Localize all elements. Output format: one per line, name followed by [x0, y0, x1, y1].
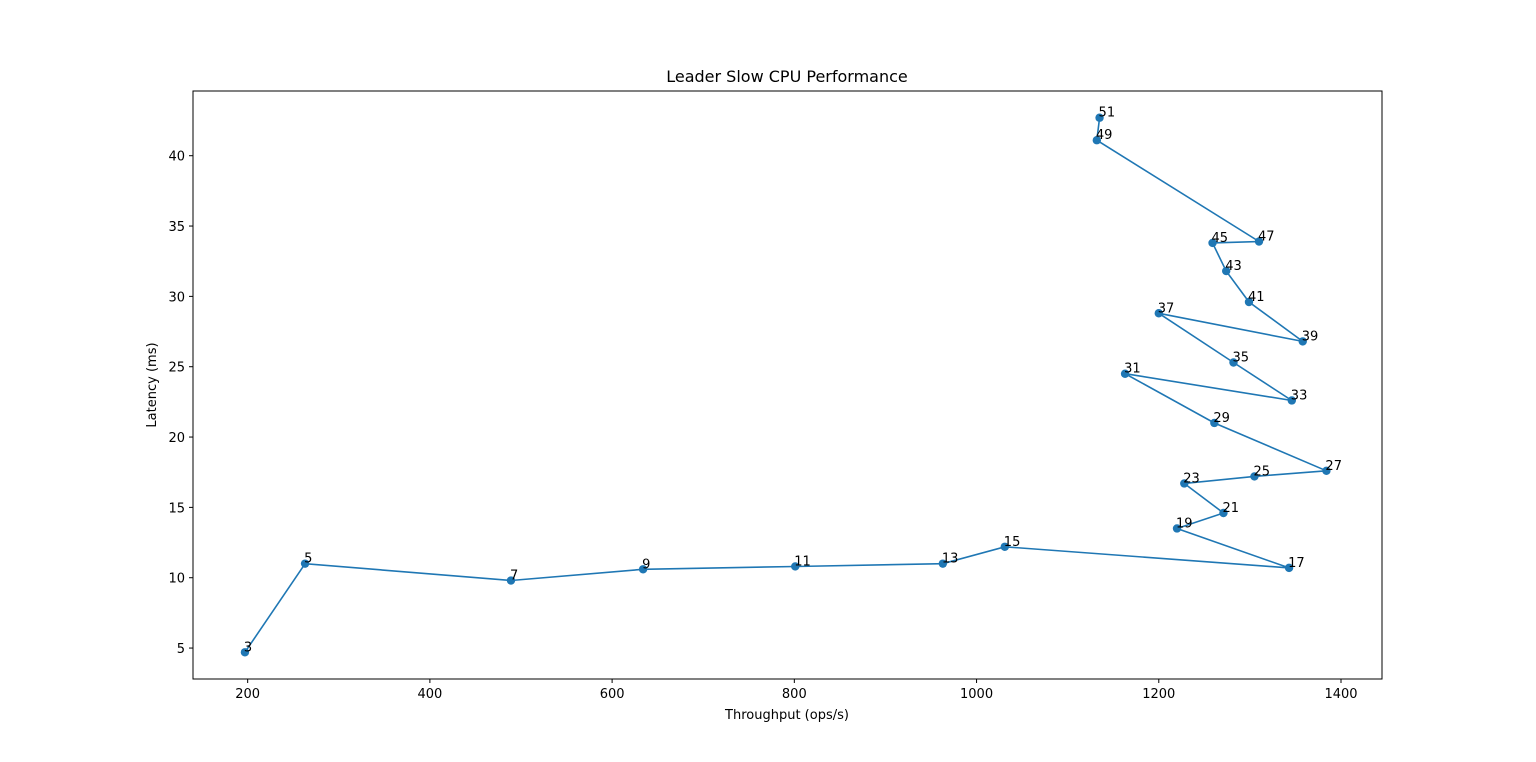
- plot-frame: [192, 90, 1383, 680]
- series-latency: [240, 113, 1331, 657]
- x-tick-label: 1200: [1142, 687, 1175, 702]
- data-point: [1244, 297, 1254, 307]
- data-point-label: 7: [510, 569, 518, 584]
- data-point-label: 27: [1325, 459, 1342, 474]
- data-point: [1219, 508, 1228, 518]
- data-point-label: 37: [1158, 301, 1175, 316]
- x-tick-label: 1000: [960, 687, 993, 702]
- x-tick-label: 200: [235, 687, 260, 702]
- data-point: [1180, 479, 1189, 488]
- data-point: [1095, 113, 1104, 122]
- data-point: [1172, 524, 1182, 533]
- data-point-label: 17: [1288, 556, 1305, 571]
- data-point: [1208, 238, 1217, 248]
- data-point-label: 19: [1176, 516, 1193, 531]
- data-point-label: 31: [1124, 362, 1141, 377]
- x-tick-label: 400: [417, 687, 442, 702]
- data-point-label: 11: [794, 554, 811, 569]
- data-point: [1000, 542, 1009, 551]
- data-point-label: 13: [942, 552, 959, 567]
- data-point-label: 45: [1212, 231, 1229, 246]
- data-point: [1120, 369, 1130, 378]
- data-point-label: 51: [1099, 106, 1116, 121]
- y-tick-label: 30: [168, 290, 185, 305]
- data-point: [1250, 472, 1259, 481]
- data-point: [240, 648, 250, 657]
- data-point-label: 43: [1225, 259, 1242, 274]
- chart-title: Leader Slow CPU Performance: [666, 67, 908, 86]
- data-point: [1154, 309, 1163, 318]
- data-point: [1298, 337, 1307, 346]
- data-point: [1287, 396, 1297, 405]
- x-tick-label: 600: [600, 687, 625, 702]
- data-point: [300, 559, 310, 568]
- data-point-label: 3: [244, 640, 252, 655]
- data-point: [1092, 136, 1102, 145]
- data-point-label: 15: [1004, 535, 1021, 550]
- data-point-label: 41: [1248, 290, 1265, 305]
- y-tick-label: 40: [168, 150, 185, 165]
- data-point: [791, 562, 800, 571]
- data-point-label: 9: [642, 557, 650, 572]
- data-point-label: 39: [1302, 329, 1319, 344]
- data-point: [1222, 266, 1231, 276]
- y-tick-label: 10: [168, 572, 185, 587]
- x-axis-ticks: 200 400 600 800 1000 1200 1400: [235, 679, 1358, 702]
- data-point: [1254, 237, 1264, 246]
- data-point-label: 35: [1232, 350, 1249, 365]
- x-axis-label: Throughput (ops/s): [724, 708, 849, 723]
- data-point-label: 23: [1183, 471, 1200, 486]
- data-point: [638, 565, 648, 574]
- data-point: [1284, 563, 1294, 573]
- y-tick-label: 20: [168, 431, 185, 446]
- data-point: [938, 559, 948, 568]
- y-tick-label: 25: [168, 361, 185, 376]
- data-point: [1210, 418, 1219, 428]
- data-point: [1322, 466, 1331, 476]
- data-point-label: 49: [1096, 128, 1113, 143]
- y-tick-label: 15: [168, 501, 185, 516]
- data-point-label: 33: [1291, 388, 1308, 403]
- data-point-label: 5: [304, 552, 312, 567]
- data-point: [506, 576, 516, 585]
- data-point-label: 21: [1222, 501, 1239, 516]
- x-tick-label: 1400: [1324, 687, 1357, 702]
- data-point: [1229, 358, 1238, 367]
- data-point-label: 47: [1258, 230, 1275, 245]
- y-axis-label: Latency (ms): [145, 342, 160, 427]
- y-tick-label: 35: [168, 220, 185, 235]
- y-axis-ticks: 5 10 15 20 25 30 35 40: [168, 150, 193, 657]
- data-point-label: 29: [1213, 411, 1230, 426]
- x-tick-label: 800: [782, 687, 807, 702]
- y-tick-label: 5: [177, 642, 185, 657]
- data-point-label: 25: [1253, 464, 1270, 479]
